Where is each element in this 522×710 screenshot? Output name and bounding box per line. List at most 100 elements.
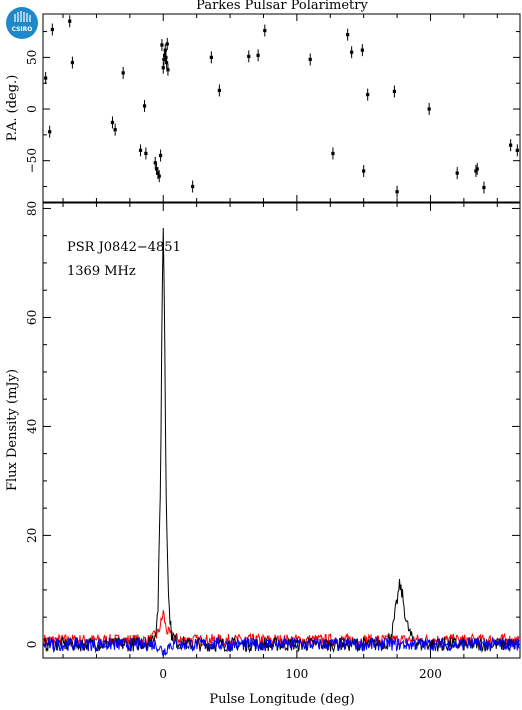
pa-marker — [70, 60, 74, 65]
total-intensity-line — [43, 228, 520, 654]
flux-x-tick-label: 0 — [159, 667, 167, 681]
flux-xlabel: Pulse Longitude (deg) — [209, 692, 354, 707]
pa-point — [308, 53, 312, 66]
pa-marker — [395, 190, 399, 194]
flux-y-tick-label: 20 — [25, 528, 39, 543]
pa-point — [191, 180, 195, 193]
pa-point — [392, 85, 397, 98]
pa-point — [68, 15, 72, 28]
pa-marker — [217, 88, 221, 93]
pa-marker — [427, 107, 431, 111]
pa-marker — [209, 55, 213, 59]
pa-marker — [50, 27, 54, 32]
flux-y-tick-label: 80 — [25, 201, 39, 216]
pa-point — [256, 49, 260, 62]
pa-marker — [256, 53, 260, 57]
csiro-logo-circle — [6, 7, 38, 39]
pa-marker — [162, 57, 166, 62]
pa-marker — [164, 60, 169, 65]
pa-point — [427, 103, 431, 116]
pa-marker — [165, 42, 169, 46]
pa-point — [138, 144, 143, 157]
pa-point — [482, 181, 486, 194]
pa-marker — [164, 55, 168, 59]
pa-marker — [160, 43, 164, 47]
pa-point — [515, 144, 519, 157]
pulsar-name-annotation: PSR J0842−4851 — [67, 240, 181, 255]
pa-point — [360, 44, 364, 57]
pa-point — [509, 139, 513, 152]
pa-panel-frame — [42, 13, 521, 203]
pa-marker — [161, 66, 165, 70]
pa-marker — [346, 33, 350, 37]
pa-point — [350, 46, 354, 59]
pa-marker — [142, 104, 147, 108]
pa-point — [366, 88, 370, 101]
pa-marker — [166, 68, 170, 72]
pa-point — [44, 72, 48, 85]
pa-ticks: −50 0 50 — [25, 14, 520, 202]
pa-point — [110, 116, 115, 129]
pa-point — [395, 185, 399, 198]
pa-point — [144, 147, 148, 160]
pa-point — [455, 167, 459, 180]
pa-point — [113, 123, 117, 136]
pa-point — [165, 37, 169, 50]
pa-marker — [191, 184, 195, 189]
pa-marker — [44, 76, 48, 80]
figure-title: Parkes Pulsar Polarimetry — [196, 0, 368, 13]
pa-marker — [360, 48, 364, 52]
pa-point — [331, 147, 335, 160]
pa-marker — [121, 71, 125, 75]
pa-point — [217, 84, 221, 97]
pa-marker — [144, 151, 148, 156]
pa-marker — [68, 19, 72, 23]
pa-marker — [366, 92, 370, 97]
pa-point — [160, 38, 164, 51]
pa-marker — [482, 185, 486, 190]
pa-y-tick-label: −50 — [25, 148, 39, 173]
pa-point — [247, 50, 251, 63]
pa-marker — [515, 148, 519, 152]
pa-point — [48, 125, 52, 138]
pa-point — [142, 99, 147, 112]
pa-marker — [162, 53, 167, 57]
pa-marker — [157, 174, 161, 178]
pa-marker — [110, 120, 115, 125]
pa-point — [166, 63, 170, 76]
pa-marker — [158, 153, 163, 158]
flux-ticks: 0 100 200 0 20 40 60 80 — [25, 201, 520, 681]
pa-point — [164, 56, 169, 69]
pa-point — [153, 156, 157, 169]
pa-marker — [48, 130, 52, 134]
pa-marker — [263, 28, 267, 33]
flux-y-tick-label: 40 — [25, 419, 39, 434]
pa-marker — [153, 161, 157, 165]
pa-marker — [455, 171, 459, 175]
pa-point — [263, 24, 267, 37]
flux-x-tick-label: 200 — [419, 667, 442, 681]
pa-point — [474, 165, 478, 178]
flux-panel: 0 100 200 0 20 40 60 80 PSR J0842−4851 1369 MHz… — [5, 201, 521, 707]
pa-point — [362, 165, 366, 178]
pa-marker — [163, 48, 167, 52]
pa-point — [209, 51, 213, 64]
pa-marker — [509, 143, 513, 147]
pa-marker — [331, 151, 335, 156]
pa-marker — [308, 57, 312, 62]
pa-point — [121, 66, 125, 79]
pa-ylabel: P.A. (deg.) — [5, 75, 20, 142]
pa-marker — [138, 148, 143, 152]
flux-y-tick-label: 60 — [25, 310, 39, 325]
flux-series — [43, 228, 520, 657]
pa-point — [158, 149, 163, 162]
csiro-logo-text: CSIRO — [12, 26, 33, 33]
pa-point — [161, 61, 165, 74]
pa-marker — [247, 54, 251, 58]
pa-marker — [350, 50, 354, 54]
flux-y-tick-label: 0 — [25, 641, 39, 649]
pa-marker — [156, 171, 160, 175]
pa-panel: −50 0 50 P.A. (deg.) — [5, 13, 521, 203]
pa-point — [50, 23, 54, 36]
